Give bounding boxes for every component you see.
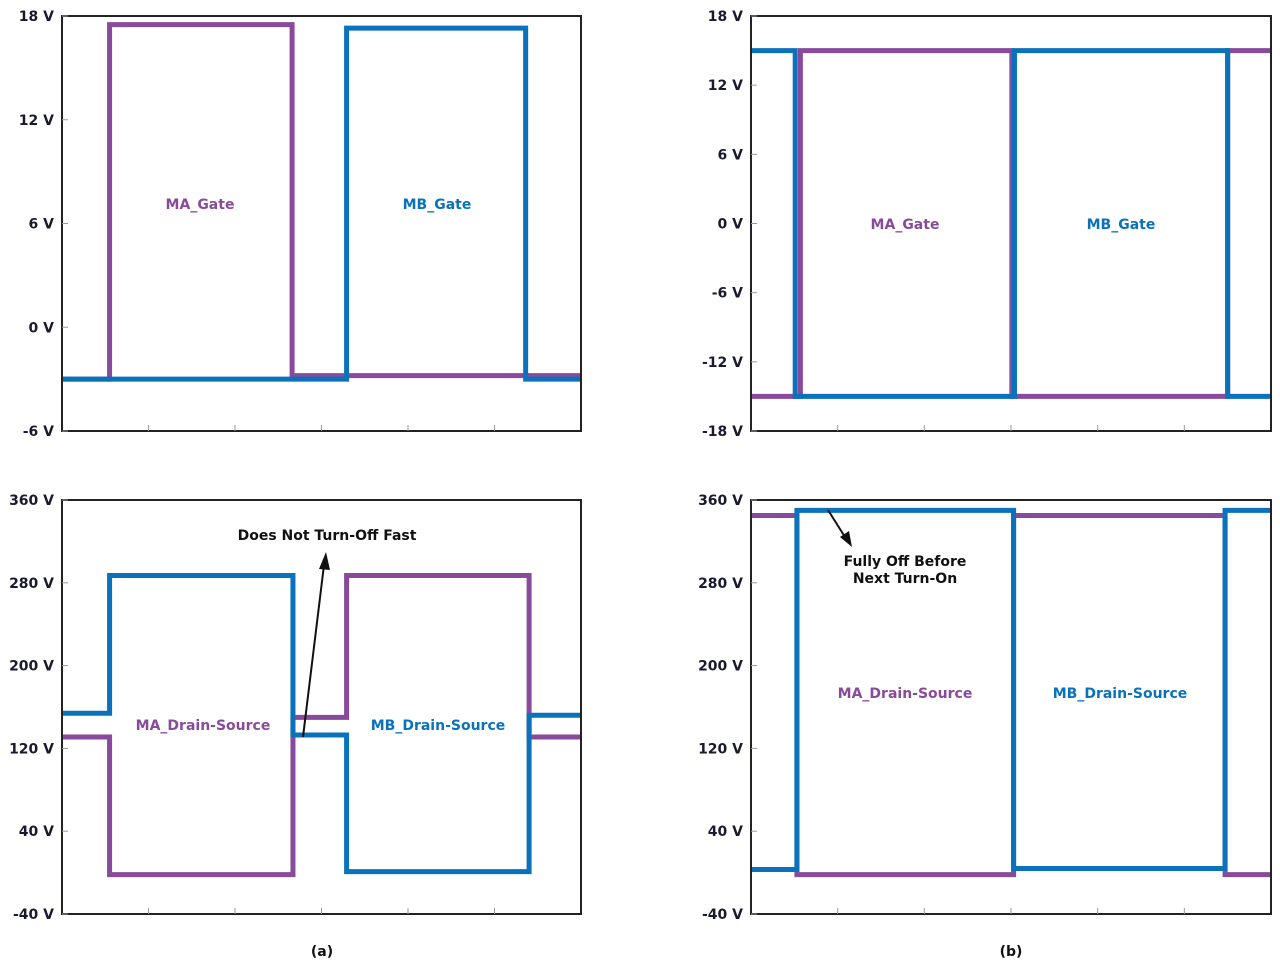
annotation-fully-off-1: Fully Off Before <box>844 554 967 570</box>
y-tick-label: 40 V <box>708 824 743 840</box>
y-tick-label: 280 V <box>698 576 743 592</box>
label-ma-ds-b: MA_Drain-Source <box>838 686 973 702</box>
label-ma-gate-a: MA_Gate <box>166 197 235 213</box>
plot-panel: 18 V 12 V 6 V 0 V -6 V -12 V -18 V <box>702 9 1272 440</box>
y-tick-label: 280 V <box>9 576 54 592</box>
y-tick-label: 360 V <box>9 493 54 509</box>
y-tick-label: 200 V <box>698 659 743 675</box>
y-tick-label: -40 V <box>702 907 743 923</box>
label-mb-gate-b: MB_Gate <box>1087 217 1156 233</box>
annotation-arrow-b <box>827 509 846 538</box>
series-line-ma_drain-source <box>751 513 1271 878</box>
annotation-fully-off-2: Next Turn-On <box>853 571 957 587</box>
annotation-arrowhead-a <box>319 552 330 570</box>
plot-panel: 18 V 12 V 6 V 0 V -6 V <box>19 9 582 440</box>
y-tick-label: 18 V <box>19 9 54 25</box>
y-tick-label: -6 V <box>712 286 743 302</box>
annotation-arrow-a <box>302 564 325 738</box>
plot-panel: 360 V 280 V 200 V 120 V 40 V -40 V <box>698 493 1272 923</box>
series-line-mb_gate <box>62 25 581 382</box>
plot-panel: 360 V 280 V 200 V 120 V 40 V -40 V <box>9 493 582 923</box>
y-tick-label: 120 V <box>698 741 743 757</box>
y-tick-label: 200 V <box>9 659 54 675</box>
y-tick-label: -6 V <box>23 424 54 440</box>
y-tick-label: 12 V <box>19 113 54 129</box>
caption-a: (a) <box>311 944 333 960</box>
y-tick-label: 360 V <box>698 493 743 509</box>
y-tick-label: 120 V <box>9 741 54 757</box>
y-tick-label: 6 V <box>718 147 744 163</box>
plot-frame <box>61 499 582 915</box>
y-tick-label: 0 V <box>29 320 55 336</box>
label-ma-ds-a: MA_Drain-Source <box>136 718 271 734</box>
y-tick-label: -12 V <box>702 355 743 371</box>
series-line-mb_drain-source <box>751 507 1271 872</box>
y-tick-label: 40 V <box>19 824 54 840</box>
label-ma-gate-b: MA_Gate <box>871 217 940 233</box>
label-mb-gate-a: MB_Gate <box>403 197 472 213</box>
plot-frame <box>61 15 582 432</box>
plot-frame <box>750 499 1272 915</box>
annotation-arrowhead-b <box>840 531 852 547</box>
y-tick-label: 0 V <box>718 217 744 233</box>
y-tick-label: -18 V <box>702 424 743 440</box>
caption-b: (b) <box>1000 944 1023 960</box>
y-tick-label: -40 V <box>13 907 54 923</box>
series-line-ma_gate <box>62 22 581 382</box>
y-tick-label: 12 V <box>708 78 743 94</box>
y-tick-label: 6 V <box>29 217 55 233</box>
y-tick-label: 18 V <box>708 9 743 25</box>
label-mb-ds-b: MB_Drain-Source <box>1053 686 1188 702</box>
annotation-does-not-turn-off: Does Not Turn-Off Fast <box>238 528 417 544</box>
label-mb-ds-a: MB_Drain-Source <box>371 718 506 734</box>
